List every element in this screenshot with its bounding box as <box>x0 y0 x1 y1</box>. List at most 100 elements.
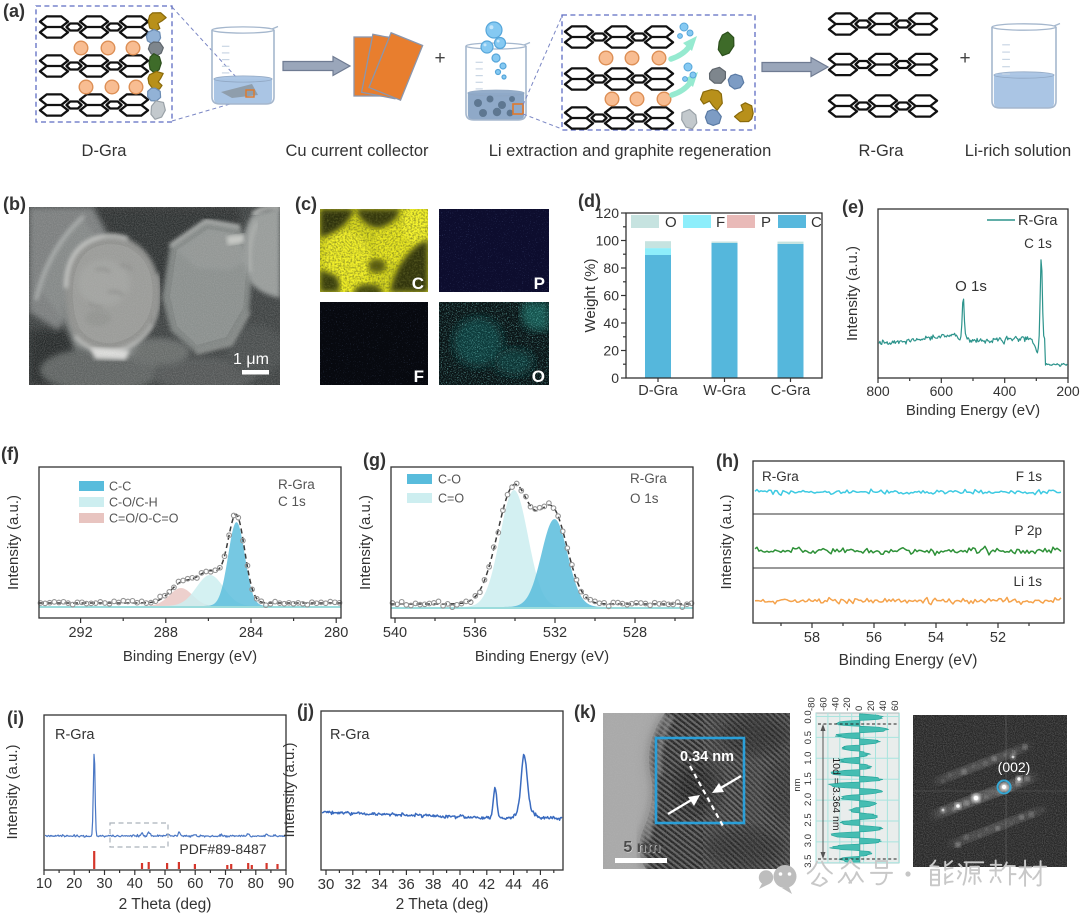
svg-text:C: C <box>811 214 822 231</box>
svg-text:536: 536 <box>463 625 487 641</box>
svg-text:30: 30 <box>318 876 335 893</box>
svg-text:0: 0 <box>611 370 619 386</box>
svg-text:50: 50 <box>157 876 173 892</box>
svg-text:(g): (g) <box>363 450 386 470</box>
svg-text:284: 284 <box>239 625 263 641</box>
svg-text:42: 42 <box>478 876 495 893</box>
svg-text:+: + <box>434 48 445 69</box>
svg-text:(a): (a) <box>3 1 25 21</box>
svg-text:(k): (k) <box>574 702 596 722</box>
svg-text:Intensity (a.u.): Intensity (a.u.) <box>357 495 374 590</box>
svg-text:532: 532 <box>543 625 567 641</box>
svg-text:Binding Energy (eV): Binding Energy (eV) <box>906 402 1040 419</box>
svg-text:Li-rich solution: Li-rich solution <box>965 142 1071 160</box>
svg-text:36: 36 <box>398 876 415 893</box>
svg-text:528: 528 <box>623 625 647 641</box>
svg-text:-20: -20 <box>842 697 853 711</box>
svg-text:800: 800 <box>866 383 890 399</box>
svg-text:10d = 3.364 nm: 10d = 3.364 nm <box>830 757 842 831</box>
svg-text:60: 60 <box>603 288 619 304</box>
svg-text:R-Gra: R-Gra <box>1018 213 1058 229</box>
svg-text:O 1s: O 1s <box>955 278 987 295</box>
svg-text:40: 40 <box>603 315 619 331</box>
svg-text:F 1s: F 1s <box>1016 469 1043 484</box>
svg-text:C: C <box>412 274 424 293</box>
svg-text:70: 70 <box>217 876 233 892</box>
svg-text:R-Gra: R-Gra <box>762 469 799 484</box>
svg-text:(f): (f) <box>1 444 19 464</box>
svg-text:(002): (002) <box>998 759 1031 775</box>
svg-text:nm: nm <box>792 778 803 791</box>
svg-text:100: 100 <box>596 233 620 249</box>
svg-text:D-Gra: D-Gra <box>82 142 128 160</box>
svg-text:540: 540 <box>383 625 407 641</box>
svg-text:C-C: C-C <box>109 480 131 494</box>
svg-text:F: F <box>716 214 725 231</box>
svg-text:0.0: 0.0 <box>803 710 814 723</box>
svg-text:5 nm: 5 nm <box>624 840 661 857</box>
svg-text:+: + <box>959 48 970 69</box>
svg-text:56: 56 <box>866 630 882 646</box>
svg-text:58: 58 <box>804 630 820 646</box>
svg-text:C-O: C-O <box>438 473 461 487</box>
svg-text:Cu current collector: Cu current collector <box>285 142 429 160</box>
svg-text:PDF#89-8487: PDF#89-8487 <box>179 841 266 857</box>
svg-text:Binding Energy (eV): Binding Energy (eV) <box>123 648 257 665</box>
svg-text:2.0: 2.0 <box>803 793 814 806</box>
svg-text:(c): (c) <box>295 194 317 214</box>
svg-text:Weight (%): Weight (%) <box>582 259 599 333</box>
svg-text:400: 400 <box>993 383 1017 399</box>
svg-text:3.5: 3.5 <box>803 855 814 868</box>
svg-text:288: 288 <box>154 625 178 641</box>
svg-text:60: 60 <box>187 876 203 892</box>
svg-text:-40: -40 <box>830 697 841 711</box>
svg-text:R-Gra: R-Gra <box>278 477 315 492</box>
svg-text:5 nm: 5 nm <box>623 839 660 856</box>
svg-text:3.0: 3.0 <box>803 834 814 847</box>
svg-text:C=O/O-C=O: C=O/O-C=O <box>109 512 179 526</box>
svg-text:0.34 nm: 0.34 nm <box>680 749 734 765</box>
svg-text:Intensity (a.u.): Intensity (a.u.) <box>281 742 298 837</box>
svg-text:46: 46 <box>532 876 549 893</box>
svg-text:10: 10 <box>36 876 52 892</box>
svg-text:F: F <box>414 367 424 386</box>
svg-text:O: O <box>532 367 545 386</box>
svg-text:20: 20 <box>603 343 619 359</box>
svg-text:80: 80 <box>248 876 264 892</box>
svg-text:(i): (i) <box>7 708 24 728</box>
svg-text:Binding Energy (eV): Binding Energy (eV) <box>475 648 609 665</box>
svg-text:1 μm: 1 μm <box>233 351 269 368</box>
svg-text:C 1s: C 1s <box>278 494 306 509</box>
svg-text:60: 60 <box>890 700 901 711</box>
svg-text:2 Theta (deg): 2 Theta (deg) <box>396 896 489 913</box>
svg-text:(h): (h) <box>716 451 739 471</box>
svg-text:0: 0 <box>854 706 865 711</box>
svg-text:120: 120 <box>596 205 620 221</box>
svg-text:80: 80 <box>603 260 619 276</box>
svg-text:(j): (j) <box>297 701 314 721</box>
svg-text:-60: -60 <box>818 697 829 711</box>
svg-text:(d): (d) <box>578 191 601 211</box>
svg-text:54: 54 <box>928 630 944 646</box>
svg-text:C-O/C-H: C-O/C-H <box>109 496 158 510</box>
svg-text:O 1s: O 1s <box>630 491 659 506</box>
svg-text:R-Gra: R-Gra <box>330 727 370 743</box>
svg-text:Binding Energy (eV): Binding Energy (eV) <box>839 652 978 669</box>
svg-text:30: 30 <box>96 876 112 892</box>
svg-text:Intensity (a.u.): Intensity (a.u.) <box>4 744 21 839</box>
svg-text:P: P <box>761 214 771 231</box>
svg-text:32: 32 <box>344 876 361 893</box>
svg-text:Li 1s: Li 1s <box>1013 574 1042 589</box>
svg-text:280: 280 <box>324 625 348 641</box>
svg-text:40: 40 <box>127 876 143 892</box>
svg-text:2 Theta (deg): 2 Theta (deg) <box>119 896 212 913</box>
svg-text:600: 600 <box>930 383 954 399</box>
svg-text:Intensity (a.u.): Intensity (a.u.) <box>844 246 861 341</box>
svg-text:P: P <box>534 274 545 293</box>
svg-text:D-Gra: D-Gra <box>638 383 678 399</box>
svg-text:P 2p: P 2p <box>1014 523 1042 538</box>
svg-text:34: 34 <box>371 876 388 893</box>
svg-text:Intensity (a.u.): Intensity (a.u.) <box>5 495 22 590</box>
svg-text:38: 38 <box>425 876 442 893</box>
svg-text:1.5: 1.5 <box>803 772 814 785</box>
